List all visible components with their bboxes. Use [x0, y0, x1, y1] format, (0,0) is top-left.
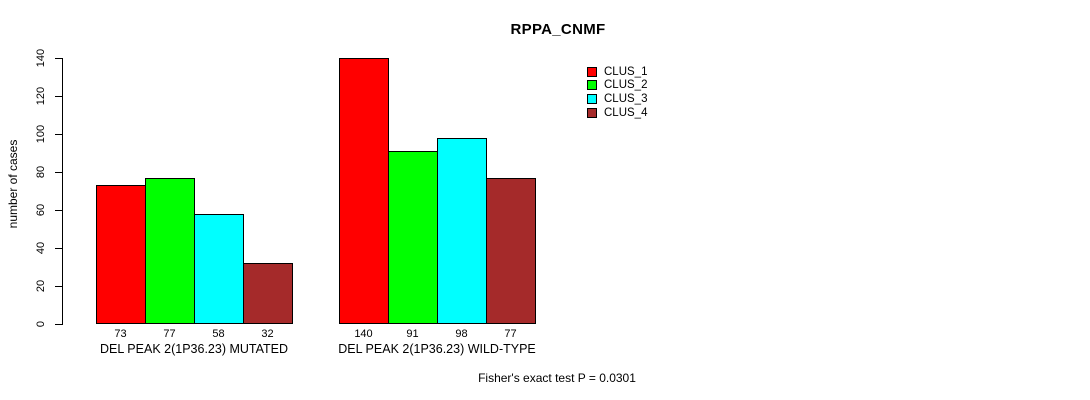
bar-value-label: 77 [504, 328, 517, 340]
y-axis-tick-label: 100 [35, 124, 47, 144]
y-axis-tick [55, 248, 62, 249]
bar-clus_2-group1 [145, 177, 195, 324]
x-category-label: DEL PEAK 2(1P36.23) MUTATED [99, 342, 289, 356]
legend-entry-clus_4: CLUS_4 [587, 106, 647, 120]
legend: CLUS_1 CLUS_2 CLUS_3 CLUS_4 [587, 65, 647, 119]
legend-label: CLUS_1 [604, 65, 648, 78]
bar-value-label: 98 [455, 328, 468, 340]
y-axis-tick [55, 96, 62, 97]
y-axis-line [62, 58, 63, 325]
legend-color-swatch [587, 107, 597, 118]
y-axis-tick [55, 58, 62, 59]
bar-value-label: 73 [114, 328, 127, 340]
bar-clus_2-group2 [388, 151, 438, 324]
y-axis-tick [55, 286, 62, 287]
legend-color-swatch [587, 80, 597, 91]
bar-value-label: 58 [212, 328, 225, 340]
y-axis-tick [55, 134, 62, 135]
fisher-test-annotation: Fisher's exact test P = 0.0301 [478, 371, 636, 385]
y-axis-tick [55, 172, 62, 173]
y-axis-label: number of cases [6, 139, 20, 229]
bar-value-label: 140 [354, 328, 373, 340]
bar-clus_3-group1 [194, 213, 244, 324]
legend-label: CLUS_4 [604, 106, 648, 119]
y-axis-tick-label: 140 [35, 48, 47, 68]
legend-label: CLUS_2 [604, 79, 648, 92]
bar-clus_1-group2 [339, 58, 389, 324]
legend-color-swatch [587, 66, 597, 77]
bar-clus_4-group1 [243, 263, 293, 324]
bar-value-label: 77 [163, 328, 176, 340]
y-axis-tick-label: 40 [35, 241, 47, 255]
y-axis-tick-label: 120 [35, 86, 47, 106]
y-axis-tick [55, 324, 62, 325]
bar-clus_1-group1 [96, 185, 146, 324]
y-axis-tick-label: 60 [35, 203, 47, 217]
bar-value-label: 32 [261, 328, 274, 340]
legend-entry-clus_2: CLUS_2 [587, 79, 647, 93]
y-axis-tick-label: 20 [35, 279, 47, 293]
y-axis-tick [55, 210, 62, 211]
legend-label: CLUS_3 [604, 92, 648, 105]
y-axis-tick-label: 80 [35, 165, 47, 179]
legend-entry-clus_1: CLUS_1 [587, 65, 647, 79]
bar-clus_4-group2 [486, 177, 536, 324]
legend-color-swatch [587, 93, 597, 104]
bar-value-label: 91 [406, 328, 419, 340]
chart-title: RPPA_CNMF [510, 21, 606, 38]
legend-entry-clus_3: CLUS_3 [587, 92, 647, 106]
bar-clus_3-group2 [437, 137, 487, 324]
x-category-label: DEL PEAK 2(1P36.23) WILD-TYPE [338, 342, 536, 356]
y-axis-tick-label: 0 [35, 320, 47, 328]
